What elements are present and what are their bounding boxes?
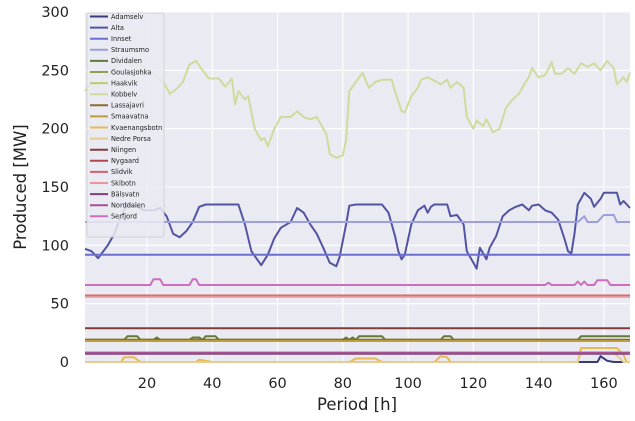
legend-entry-label: Goulasjohka (111, 68, 151, 76)
series-lines (84, 60, 631, 363)
legend-entry-label: Skibotn (111, 179, 136, 187)
legend-entry-label: Adamselv (111, 13, 143, 21)
y-tick-label: 300 (41, 5, 69, 21)
series-line-3 (85, 214, 630, 223)
y-tick-label: 150 (41, 180, 69, 196)
y-tick-label: 0 (60, 355, 69, 371)
series-line-10 (85, 347, 630, 363)
x-tick-label: 160 (590, 376, 618, 392)
series-line-7 (84, 60, 631, 159)
x-tick-label: 80 (334, 376, 352, 392)
legend-entry-label: Kvaenangsbotn (111, 124, 162, 132)
legend-entry-label: Haakvik (111, 79, 138, 87)
legend-entry-label: Kobbelv (111, 91, 137, 99)
legend-entry-label: Dividalen (111, 57, 142, 65)
x-tick-label: 140 (525, 376, 553, 392)
y-tick-labels: 0 50 100 150 200 250 300 (41, 5, 69, 371)
legend-entry-label: Smaavatna (111, 113, 148, 121)
legend-entry-label: Niingen (111, 146, 136, 154)
legend-entry-label: Innset (111, 35, 132, 43)
x-tick-label: 100 (394, 376, 422, 392)
x-tick-labels: 20 40 60 80 100 120 140 160 (138, 376, 618, 392)
legend-entry-label: Straumsmo (111, 46, 149, 54)
legend-entry-label: Alta (111, 24, 124, 32)
series-line-18 (85, 278, 630, 286)
legend-entry-label: Bälsvatn (111, 190, 140, 198)
x-tick-label: 120 (460, 376, 488, 392)
legend-entry-label: Norddalen (111, 202, 145, 210)
y-tick-label: 250 (41, 63, 69, 79)
y-axis-label: Produced [MW] (11, 124, 30, 249)
legend: Adamselv Alta Innset Straumsmo Dividalen Goul… (86, 12, 165, 238)
legend-entry-label: Slidvik (111, 168, 133, 176)
y-tick-label: 100 (41, 238, 69, 254)
legend-entry-label: Nedre Porsa (111, 135, 151, 143)
x-tick-label: 60 (268, 376, 286, 392)
x-tick-label: 40 (203, 376, 221, 392)
y-tick-label: 50 (51, 297, 69, 313)
x-tick-label: 20 (138, 376, 156, 392)
legend-entry-label: Lassajavri (111, 102, 144, 110)
legend-frame (86, 12, 165, 238)
y-tick-label: 200 (41, 122, 69, 138)
legend-entry-label: Serfjord (111, 213, 137, 221)
legend-entry-label: Nygaard (111, 157, 139, 165)
x-axis-label: Period [h] (317, 395, 397, 414)
